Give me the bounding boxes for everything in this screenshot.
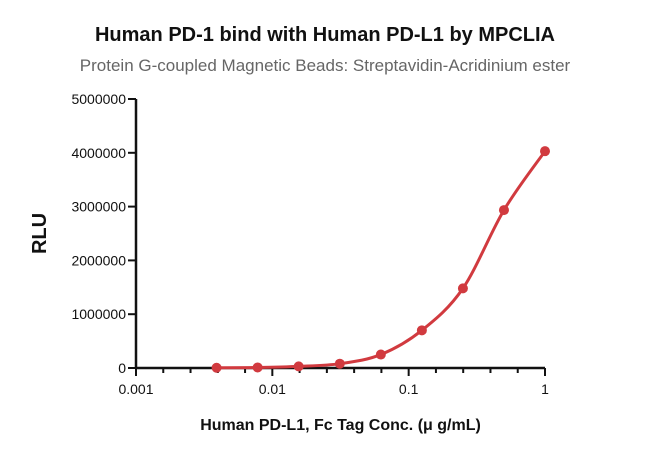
x-axis-label: Human PD-L1, Fc Tag Conc. (μ g/mL) xyxy=(200,417,481,434)
y-tick-label: 4000000 xyxy=(71,145,126,161)
data-point xyxy=(211,362,222,373)
x-tick-label: 0.001 xyxy=(118,381,153,397)
x-tick-label: 0.01 xyxy=(259,381,286,397)
chart-subtitle: Protein G-coupled Magnetic Beads: Strept… xyxy=(79,56,571,75)
y-tick-label: 0 xyxy=(118,360,126,376)
data-point xyxy=(334,358,345,369)
chart-title: Human PD-1 bind with Human PD-L1 by MPCL… xyxy=(94,24,555,46)
data-point xyxy=(252,362,263,373)
data-point xyxy=(416,325,427,336)
data-point xyxy=(540,146,550,157)
y-tick-label: 5000000 xyxy=(71,91,126,107)
data-point xyxy=(293,361,304,372)
data-point xyxy=(498,205,509,216)
y-axis-label: RLU xyxy=(29,213,51,254)
data-point xyxy=(375,349,386,360)
y-tick-label: 3000000 xyxy=(71,199,126,215)
x-tick-label: 0.1 xyxy=(399,381,419,397)
y-tick-label: 1000000 xyxy=(71,306,126,322)
data-point xyxy=(457,283,468,294)
y-tick-label: 2000000 xyxy=(71,252,126,268)
series-line xyxy=(216,150,547,370)
x-tick-label: 1 xyxy=(541,381,549,397)
